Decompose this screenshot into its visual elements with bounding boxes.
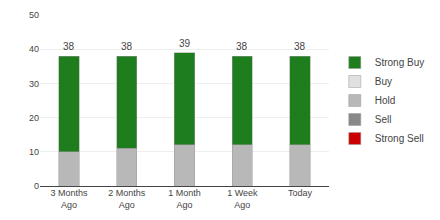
- svg-text:Strong Sell: Strong Sell: [375, 133, 424, 144]
- svg-text:20: 20: [29, 113, 39, 123]
- svg-text:Strong Buy: Strong Buy: [375, 57, 424, 68]
- svg-text:38: 38: [236, 41, 248, 52]
- svg-text:Today: Today: [288, 188, 313, 198]
- svg-text:Hold: Hold: [375, 95, 396, 106]
- svg-text:Buy: Buy: [375, 76, 392, 87]
- svg-text:39: 39: [179, 38, 191, 49]
- svg-text:3 MonthsAgo: 3 MonthsAgo: [50, 188, 88, 210]
- svg-text:38: 38: [63, 41, 75, 52]
- svg-text:0: 0: [34, 181, 39, 191]
- svg-text:40: 40: [29, 44, 39, 54]
- svg-text:10: 10: [29, 147, 39, 157]
- svg-text:30: 30: [29, 79, 39, 89]
- svg-text:38: 38: [294, 41, 306, 52]
- svg-text:Sell: Sell: [375, 114, 392, 125]
- svg-text:38: 38: [121, 41, 133, 52]
- svg-text:1 WeekAgo: 1 WeekAgo: [227, 188, 258, 210]
- svg-text:50: 50: [29, 10, 39, 20]
- svg-text:1 MonthAgo: 1 MonthAgo: [168, 188, 201, 210]
- svg-text:2 MonthsAgo: 2 MonthsAgo: [108, 188, 146, 210]
